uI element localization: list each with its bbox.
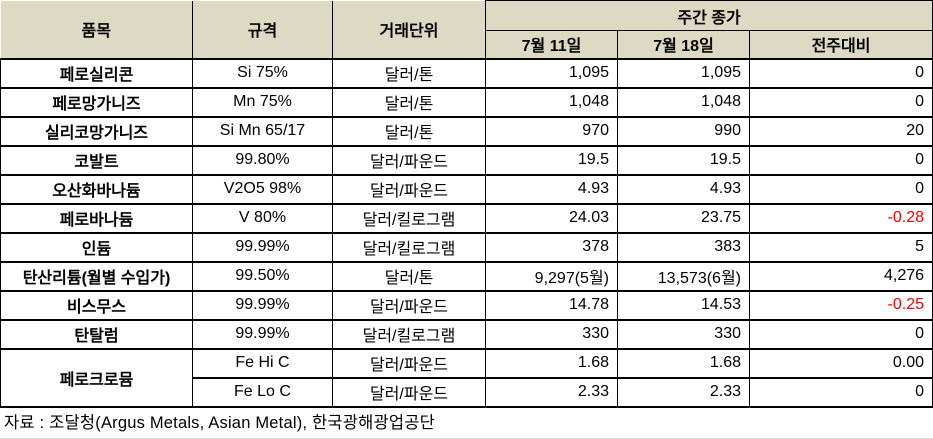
table-row: 페로실리콘 Si 75% 달러/톤 1,095 1,095 0 xyxy=(0,57,933,89)
price-jul18-cell: 2.33 xyxy=(617,376,750,408)
table-row: 실리코망가니즈 Si Mn 65/17 달러/톤 970 990 20 xyxy=(0,115,933,147)
change-cell: 0 xyxy=(748,144,933,176)
price-jul11-cell: 9,297(5월) xyxy=(485,260,618,292)
price-jul18-cell: 23.75 xyxy=(617,202,750,234)
unit-cell: 달러/톤 xyxy=(332,260,486,292)
spec-cell: V2O5 98% xyxy=(192,173,333,205)
item-cell: 페로크로뮴 xyxy=(0,347,193,408)
item-cell: 인듐 xyxy=(0,231,193,263)
price-jul11-cell: 14.78 xyxy=(485,289,618,321)
unit-cell: 달러/파운드 xyxy=(332,289,486,321)
table-row: 페로크로뮴 Fe Hi C 달러/파운드 1.68 1.68 0.00 xyxy=(0,347,933,408)
unit-cell: 달러/킬로그램 xyxy=(332,318,486,350)
spec-cell: 99.99% xyxy=(192,318,333,350)
price-jul11-cell: 24.03 xyxy=(485,202,618,234)
table-body: 페로실리콘 Si 75% 달러/톤 1,095 1,095 0 페로망가니즈 M… xyxy=(0,57,933,408)
spec-cell: 99.50% xyxy=(192,260,333,292)
price-jul18-cell: 1,048 xyxy=(617,86,750,118)
price-jul18-cell: 1.68 xyxy=(617,347,750,379)
unit-cell: 달러/킬로그램 xyxy=(332,202,486,234)
table-row: Fe Lo C 달러/파운드 2.33 2.33 0 xyxy=(1,376,933,408)
spec-cell: Fe Hi C xyxy=(192,347,333,379)
item-cell: 오산화바나듐 xyxy=(0,173,193,205)
item-cell: 코발트 xyxy=(0,144,193,176)
source-note: 자료 : 조달청(Argus Metals, Asian Metal), 한국광… xyxy=(4,414,435,432)
table-row: 인듐 99.99% 달러/킬로그램 378 383 5 xyxy=(0,231,933,263)
item-cell: 페로망가니즈 xyxy=(0,86,193,118)
price-jul11-cell: 970 xyxy=(485,115,618,147)
price-jul11-cell: 4.93 xyxy=(485,173,618,205)
item-cell: 탄탈럼 xyxy=(0,318,193,350)
item-cell: 탄산리튬(월별 수입가) xyxy=(0,260,193,292)
price-jul11-cell: 330 xyxy=(485,318,618,350)
column-header-item: 품목 xyxy=(0,0,193,59)
spec-cell: 99.99% xyxy=(192,231,333,263)
unit-cell: 달러/파운드 xyxy=(332,347,486,379)
spec-cell: Mn 75% xyxy=(192,86,333,118)
header-row-dates: 7월 11일 7월 18일 전주대비 xyxy=(1,30,933,60)
price-jul11-cell: 19.5 xyxy=(485,144,618,176)
item-cell: 실리코망가니즈 xyxy=(0,115,193,147)
price-jul18-cell: 19.5 xyxy=(617,144,750,176)
price-jul11-cell: 2.33 xyxy=(485,376,618,408)
table-row: 탄탈럼 99.99% 달러/킬로그램 330 330 0 xyxy=(0,318,933,350)
spec-cell: 99.80% xyxy=(192,144,333,176)
change-cell: 4,276 xyxy=(748,260,933,292)
column-header-spec: 규격 xyxy=(192,0,333,59)
spec-cell: V 80% xyxy=(192,202,333,234)
metal-price-table: 품목 규격 거래단위 주간 종가 7월 11일 7월 18일 전주대비 페로실리… xyxy=(0,0,933,408)
column-header-date1: 7월 11일 xyxy=(485,30,618,60)
table-row: 탄산리튬(월별 수입가) 99.50% 달러/톤 9,297(5월) 13,57… xyxy=(0,260,933,292)
price-jul11-cell: 1,095 xyxy=(485,57,618,89)
price-jul18-cell: 14.53 xyxy=(617,289,750,321)
table-row: 코발트 99.80% 달러/파운드 19.5 19.5 0 xyxy=(0,144,933,176)
unit-cell: 달러/파운드 xyxy=(332,376,486,408)
table-row: 페로바나듐 V 80% 달러/킬로그램 24.03 23.75 -0.28 xyxy=(0,202,933,234)
spec-cell: Si 75% xyxy=(192,57,333,89)
price-jul18-cell: 330 xyxy=(617,318,750,350)
change-cell: -0.25 xyxy=(748,289,933,321)
unit-cell: 달러/파운드 xyxy=(332,173,486,205)
change-cell: 0.00 xyxy=(748,347,933,379)
spec-cell: Si Mn 65/17 xyxy=(192,115,333,147)
header-row-main: 품목 규격 거래단위 주간 종가 xyxy=(0,0,933,59)
change-cell: 0 xyxy=(748,318,933,350)
price-jul11-cell: 378 xyxy=(485,231,618,263)
item-cell: 페로실리콘 xyxy=(0,57,193,89)
item-cell: 페로바나듐 xyxy=(0,202,193,234)
table-header: 품목 규격 거래단위 주간 종가 7월 11일 7월 18일 전주대비 xyxy=(0,0,933,60)
column-header-date2: 7월 18일 xyxy=(617,30,750,60)
unit-cell: 달러/파운드 xyxy=(332,144,486,176)
column-header-weekly-close: 주간 종가 xyxy=(484,0,933,31)
price-jul18-cell: 4.93 xyxy=(617,173,750,205)
item-cell: 비스무스 xyxy=(0,289,193,321)
change-cell: 0 xyxy=(748,173,933,205)
price-jul11-cell: 1.68 xyxy=(485,347,618,379)
change-cell: 0 xyxy=(748,86,933,118)
column-header-unit: 거래단위 xyxy=(332,0,486,59)
table-row: 오산화바나듐 V2O5 98% 달러/파운드 4.93 4.93 0 xyxy=(0,173,933,205)
price-jul18-cell: 990 xyxy=(617,115,750,147)
table-row: 페로망가니즈 Mn 75% 달러/톤 1,048 1,048 0 xyxy=(0,86,933,118)
unit-cell: 달러/톤 xyxy=(332,86,486,118)
price-jul18-cell: 383 xyxy=(617,231,750,263)
column-header-change: 전주대비 xyxy=(748,30,933,60)
table-row: 비스무스 99.99% 달러/파운드 14.78 14.53 -0.25 xyxy=(0,289,933,321)
unit-cell: 달러/킬로그램 xyxy=(332,231,486,263)
unit-cell: 달러/톤 xyxy=(332,57,486,89)
change-cell: 20 xyxy=(748,115,933,147)
change-cell: -0.28 xyxy=(748,202,933,234)
spec-cell: Fe Lo C xyxy=(192,376,333,408)
change-cell: 0 xyxy=(748,376,933,408)
change-cell: 5 xyxy=(748,231,933,263)
unit-cell: 달러/톤 xyxy=(332,115,486,147)
change-cell: 0 xyxy=(748,57,933,89)
spec-cell: 99.99% xyxy=(192,289,333,321)
price-jul18-cell: 13,573(6월) xyxy=(617,260,750,292)
price-jul18-cell: 1,095 xyxy=(617,57,750,89)
price-jul11-cell: 1,048 xyxy=(485,86,618,118)
